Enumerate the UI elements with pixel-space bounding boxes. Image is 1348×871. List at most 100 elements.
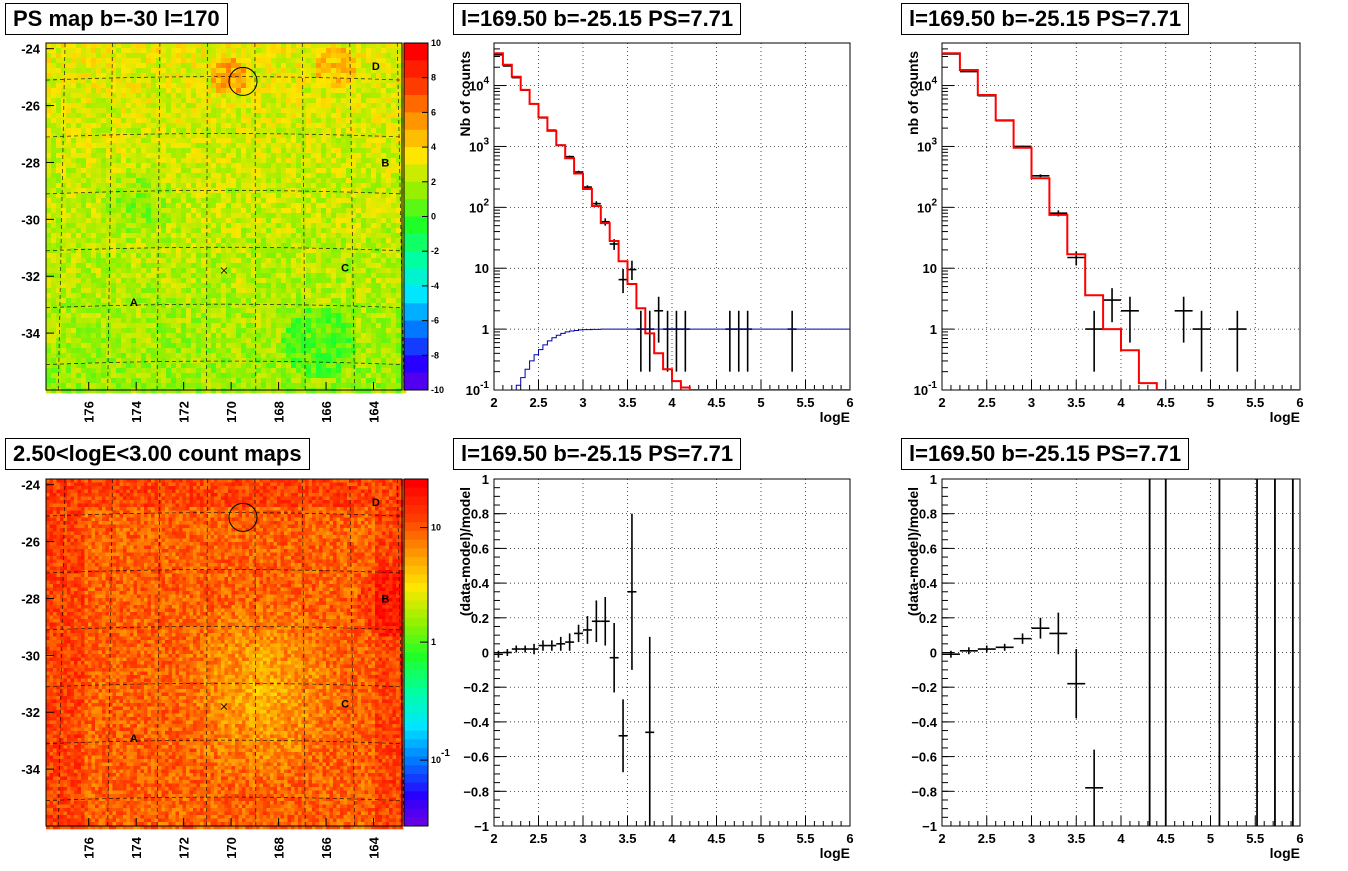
heatmap-cell	[331, 313, 337, 319]
heatmap-cell	[166, 68, 172, 74]
heatmap-cell	[151, 278, 157, 284]
heatmap-cell	[271, 378, 277, 384]
heatmap-cell	[141, 358, 147, 364]
heatmap-cell	[216, 278, 222, 284]
heatmap-cell	[361, 273, 367, 279]
heatmap-cell	[246, 183, 252, 189]
heatmap-cell	[81, 188, 87, 194]
heatmap-cell	[276, 263, 282, 269]
heatmap-cell	[311, 43, 317, 49]
heatmap-cell	[311, 243, 317, 249]
heatmap-cell	[361, 293, 367, 299]
heatmap-cell	[246, 93, 252, 99]
heatmap-cell	[311, 163, 317, 169]
heatmap-cell	[366, 348, 372, 354]
heatmap-cell	[166, 153, 172, 159]
heatmap-cell	[356, 88, 362, 94]
heatmap-cell	[221, 333, 227, 339]
heatmap-cell	[241, 138, 247, 144]
heatmap-cell	[321, 343, 327, 349]
heatmap-cell	[246, 143, 252, 149]
heatmap-cell	[51, 128, 57, 134]
heatmap-cell	[211, 293, 217, 299]
heatmap-cell	[181, 228, 187, 234]
heatmap-cell	[206, 248, 212, 254]
heatmap-cell	[281, 148, 287, 154]
heatmap-cell	[151, 248, 157, 254]
heatmap-cell	[306, 328, 312, 334]
heatmap-cell	[186, 383, 192, 389]
heatmap-cell	[291, 233, 297, 239]
heatmap-cell	[256, 283, 262, 289]
heatmap-cell	[331, 273, 337, 279]
heatmap-cell	[61, 323, 67, 329]
heatmap-cell	[136, 48, 142, 54]
heatmap-cell	[321, 188, 327, 194]
heatmap-cell	[91, 288, 97, 294]
heatmap-cell	[356, 243, 362, 249]
heatmap-cell	[296, 173, 302, 179]
heatmap-cell	[276, 168, 282, 174]
heatmap-cell	[146, 303, 152, 309]
heatmap-cell	[191, 53, 197, 59]
heatmap-cell	[81, 218, 87, 224]
heatmap-cell	[161, 118, 167, 124]
heatmap-cell	[251, 83, 257, 89]
heatmap-cell	[136, 68, 142, 74]
heatmap-cell	[306, 143, 312, 149]
heatmap-cell	[146, 353, 152, 359]
heatmap-cell	[286, 163, 292, 169]
heatmap-cell	[201, 78, 207, 84]
heatmap-cell	[381, 313, 387, 319]
heatmap-cell	[236, 353, 242, 359]
heatmap-cell	[161, 208, 167, 214]
heatmap-cell	[51, 293, 57, 299]
heatmap-cell	[386, 73, 392, 79]
heatmap-cell	[86, 43, 92, 49]
heatmap-cell	[171, 103, 177, 109]
heatmap-cell	[71, 218, 77, 224]
heatmap-cell	[146, 118, 152, 124]
heatmap-cell	[171, 228, 177, 234]
heatmap-cell	[381, 203, 387, 209]
heatmap-cell	[151, 183, 157, 189]
heatmap-cell	[326, 358, 332, 364]
heatmap-cell	[396, 188, 402, 194]
heatmap-cell	[346, 93, 352, 99]
heatmap-cell	[271, 158, 277, 164]
heatmap-cell	[216, 93, 222, 99]
heatmap-cell	[61, 378, 67, 384]
heatmap-cell	[311, 263, 317, 269]
heatmap-cell	[366, 378, 372, 384]
heatmap-cell	[176, 388, 182, 394]
heatmap-cell	[341, 328, 347, 334]
heatmap-cell	[51, 303, 57, 309]
heatmap-cell	[306, 283, 312, 289]
heatmap-cell	[151, 238, 157, 244]
heatmap-cell	[146, 368, 152, 374]
heatmap-cell	[226, 263, 232, 269]
heatmap-cell	[251, 318, 257, 324]
heatmap-cell	[161, 213, 167, 219]
heatmap-cell	[156, 83, 162, 89]
heatmap-cell	[386, 233, 392, 239]
heatmap-cell	[66, 188, 72, 194]
heatmap-cell	[321, 253, 327, 259]
heatmap-cell	[321, 58, 327, 64]
heatmap-cell	[166, 43, 172, 49]
heatmap-cell	[66, 73, 72, 79]
heatmap-cell	[171, 243, 177, 249]
heatmap-cell	[281, 383, 287, 389]
heatmap-cell	[116, 298, 122, 304]
heatmap-cell	[221, 68, 227, 74]
heatmap-cell	[366, 328, 372, 334]
heatmap-cell	[171, 268, 177, 274]
heatmap-cell	[191, 203, 197, 209]
heatmap-cell	[196, 273, 202, 279]
heatmap-cell	[231, 238, 237, 244]
heatmap-cell	[296, 353, 302, 359]
heatmap-cell	[261, 363, 267, 369]
heatmap-cell	[151, 83, 157, 89]
heatmap-cell	[356, 153, 362, 159]
heatmap-cell	[246, 303, 252, 309]
